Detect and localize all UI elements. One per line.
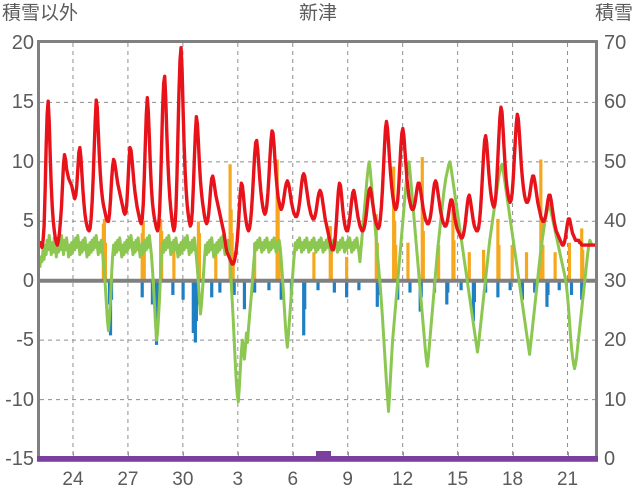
bottom-tick xyxy=(402,452,404,457)
right-tick-label-70: 70 xyxy=(604,32,627,54)
right-tick-label-60: 60 xyxy=(604,91,627,114)
bottom-axis-ticks xyxy=(37,452,598,458)
x-tick-label-3: 3 xyxy=(232,469,244,490)
right-tick-label-30: 30 xyxy=(604,269,627,292)
x-tick-label-24: 24 xyxy=(62,469,84,490)
left-tick-label-10: 10 xyxy=(11,150,34,173)
bottom-tick xyxy=(347,452,349,457)
x-tick-label-18: 18 xyxy=(501,469,524,490)
zero-line xyxy=(40,278,595,283)
right-tick-label-10: 10 xyxy=(604,388,627,411)
bottom-tick xyxy=(237,452,239,457)
left-axis-title: 積雪以外 xyxy=(2,3,79,24)
left-tick-label-20: 20 xyxy=(11,32,34,54)
bottom-tick xyxy=(127,452,129,457)
page-title: 新津 xyxy=(298,3,337,24)
right-axis-title: 積雪 xyxy=(594,3,633,24)
right-tick-label-0: 0 xyxy=(604,448,616,470)
right-tick-label-20: 20 xyxy=(604,329,627,352)
snow-depth-line xyxy=(37,451,598,461)
x-tick-label-6: 6 xyxy=(287,469,299,490)
x-tick-label-9: 9 xyxy=(342,469,353,490)
left-tick-label-neg5: -5 xyxy=(16,329,34,352)
bottom-tick xyxy=(512,452,514,457)
x-tick-label-21: 21 xyxy=(556,469,579,490)
left-tick-label-15: 15 xyxy=(11,91,34,114)
plot-area xyxy=(37,40,598,462)
left-tick-label-neg10: -10 xyxy=(5,388,34,411)
left-tick-label-5: 5 xyxy=(22,210,34,233)
bottom-tick xyxy=(292,452,294,457)
x-tick-label-12: 12 xyxy=(392,469,414,490)
data-lines xyxy=(40,46,595,413)
left-tick-label-0: 0 xyxy=(22,269,34,292)
left-tick-label-neg15: -15 xyxy=(5,448,34,470)
x-tick-label-30: 30 xyxy=(172,469,194,490)
bottom-tick xyxy=(567,452,569,457)
bottom-tick xyxy=(457,452,459,457)
bottom-tick xyxy=(72,452,74,457)
x-tick-label-15: 15 xyxy=(447,469,469,490)
bottom-tick xyxy=(182,452,184,457)
x-tick-label-27: 27 xyxy=(117,469,139,490)
snow-depth-bump xyxy=(315,451,332,456)
right-tick-label-40: 40 xyxy=(604,210,627,233)
right-tick-label-50: 50 xyxy=(604,150,627,173)
